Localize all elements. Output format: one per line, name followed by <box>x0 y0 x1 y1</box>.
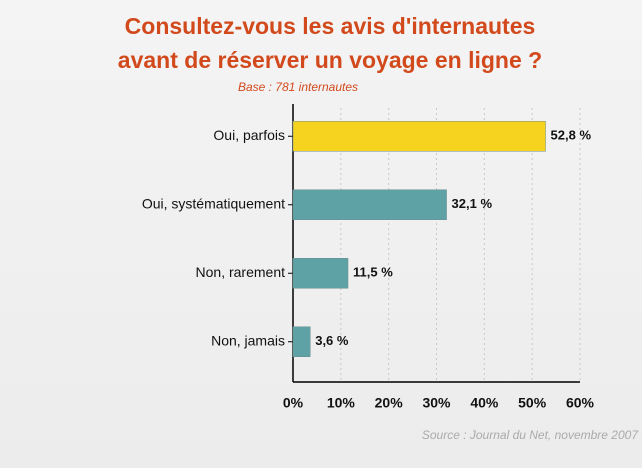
value-label: 3,6 % <box>315 333 349 348</box>
value-label: 11,5 % <box>353 265 393 280</box>
value-label: 52,8 % <box>551 128 592 143</box>
y-tick-label: Non, jamais <box>211 332 285 348</box>
chart-title: avant de réserver un voyage en ligne ? <box>118 47 542 73</box>
source: Source : Journal du Net, novembre 2007 <box>422 428 639 442</box>
chart-title: Consultez-vous les avis d'internautes <box>125 13 536 39</box>
value-label: 32,1 % <box>452 196 493 211</box>
y-tick-label: Non, rarement <box>196 264 286 280</box>
x-tick-label: 60% <box>566 395 595 411</box>
bar <box>292 258 349 289</box>
bar <box>292 189 447 220</box>
bar <box>292 121 546 152</box>
y-tick-label: Oui, parfois <box>213 127 285 143</box>
x-tick-label: 20% <box>375 395 404 411</box>
x-tick-label: 0% <box>283 395 304 411</box>
x-tick-label: 30% <box>422 395 451 411</box>
y-tick-label: Oui, systématiquement <box>142 195 285 211</box>
bar <box>292 326 311 357</box>
subtitle: Base : 781 internautes <box>238 80 358 94</box>
x-tick-label: 40% <box>470 395 499 411</box>
x-tick-label: 10% <box>327 395 356 411</box>
x-tick-label: 50% <box>518 395 547 411</box>
